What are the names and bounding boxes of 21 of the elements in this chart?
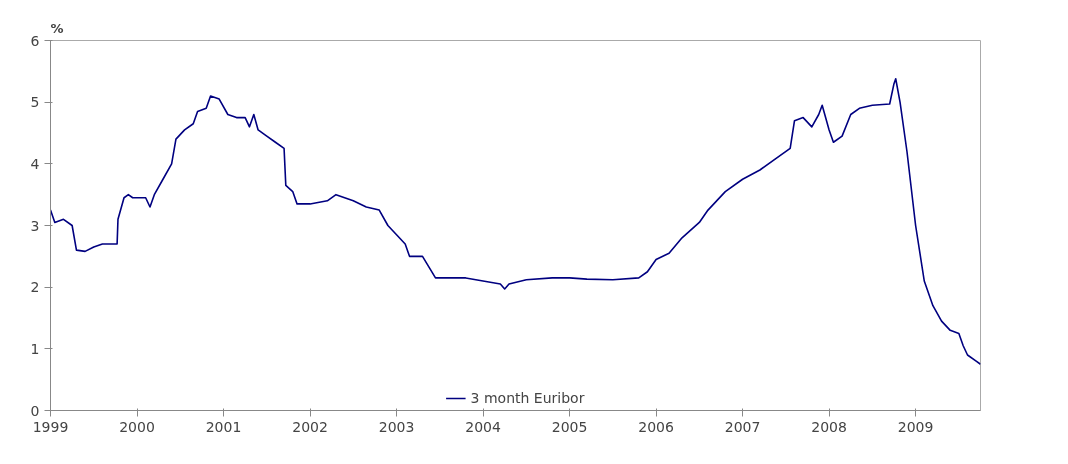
- y-tick-label: 3: [30, 217, 40, 234]
- x-tick-label: 2001: [205, 418, 242, 435]
- y-tick-label: 1: [30, 340, 40, 357]
- x-tick-label: 1999: [32, 418, 69, 435]
- x-tick-label: 2002: [292, 418, 328, 435]
- y-tick-label: 5: [30, 94, 40, 111]
- x-tick-label: 2009: [897, 418, 934, 435]
- x-tick-label: 2008: [811, 418, 847, 435]
- y-tick-label: 2: [30, 279, 40, 296]
- x-tick-label: 2005: [551, 418, 588, 435]
- x-tick-label: 2006: [638, 418, 674, 435]
- y-tick-label: 6: [30, 32, 40, 49]
- y-tick-label: 0: [30, 402, 40, 419]
- y-tick-label: 4: [30, 155, 40, 172]
- x-tick-label: 2003: [378, 418, 415, 435]
- x-tick-label: 2000: [119, 418, 155, 435]
- x-tick-label: 2007: [724, 418, 761, 435]
- y-axis-title: %: [50, 20, 64, 36]
- x-tick-label: 2004: [465, 418, 501, 435]
- legend-label: 3 month Euribor: [470, 390, 585, 406]
- line-series: [50, 77, 981, 366]
